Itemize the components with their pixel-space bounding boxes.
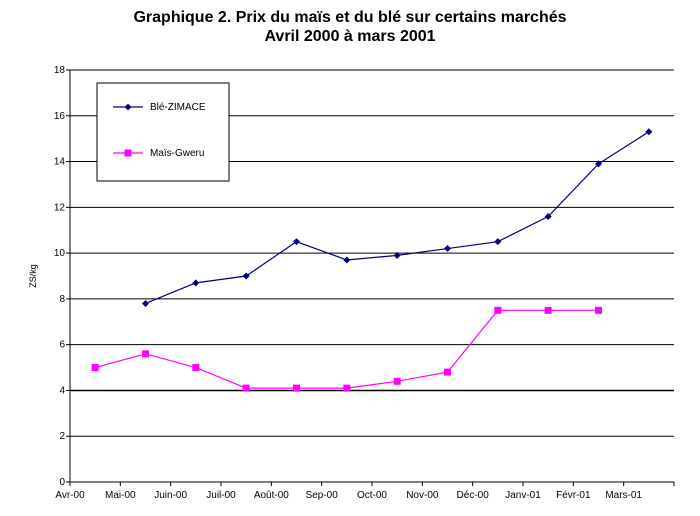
chart-subtitle: Avril 2000 à mars 2001 <box>264 28 436 45</box>
x-tick-label: Mars-01 <box>605 490 642 501</box>
y-tick-label: 16 <box>54 111 66 122</box>
data-point-ma-s-gweru <box>343 384 351 392</box>
data-point-ma-s-gweru <box>242 384 250 392</box>
data-point-bl-zimace <box>544 212 552 220</box>
data-point-ma-s-gweru <box>293 384 300 392</box>
legend-label-bl-zimace: Blé-ZIMACE <box>150 102 206 113</box>
chart-title-block: Graphique 2. Prix du maïs et du blé sur … <box>0 8 700 46</box>
data-point-ma-s-gweru <box>393 377 401 385</box>
x-tick-label: Avr-00 <box>55 490 85 501</box>
legend-label-ma-s-gweru: Maïs-Gweru <box>150 148 204 159</box>
series-line-ma-s-gweru <box>95 309 599 389</box>
y-tick-label: 4 <box>59 385 65 396</box>
data-point-ma-s-gweru <box>142 350 149 358</box>
data-point-ma-s-gweru <box>444 368 451 376</box>
x-tick-label: Juil-00 <box>206 490 236 501</box>
data-point-bl-zimace <box>645 128 653 136</box>
data-point-bl-zimace <box>142 299 149 307</box>
data-point-bl-zimace <box>192 279 200 287</box>
y-tick-label: 18 <box>54 65 66 76</box>
data-point-bl-zimace <box>343 256 351 264</box>
data-point-bl-zimace <box>595 160 602 168</box>
y-tick-label: 12 <box>54 202 66 213</box>
y-tick-label: 10 <box>54 248 66 259</box>
data-point-ma-s-gweru <box>91 364 99 372</box>
data-point-bl-zimace <box>293 238 300 246</box>
y-tick-label: 8 <box>59 294 65 305</box>
legend-box <box>96 82 230 182</box>
y-tick-label: 2 <box>59 431 65 442</box>
y-tick-label: 14 <box>54 157 66 168</box>
gridlines <box>70 69 674 437</box>
legend-marker-bl-zimace <box>124 103 132 111</box>
y-tick-label: 6 <box>59 340 65 351</box>
x-tick-label: Févr-01 <box>556 490 591 501</box>
chart-title: Graphique 2. Prix du maïs et du blé sur … <box>133 9 567 26</box>
x-tick-label: Sep-00 <box>306 490 339 501</box>
series-plot <box>91 128 653 392</box>
x-tick-label: Déc-00 <box>457 490 490 501</box>
y-axis-label: ZS/kg <box>28 264 38 288</box>
x-tick-label: Janv-01 <box>505 490 541 501</box>
data-point-bl-zimace <box>393 251 401 259</box>
x-tick-label: Oct-00 <box>357 490 387 501</box>
x-tick-label: Juin-00 <box>154 490 187 501</box>
data-point-bl-zimace <box>494 238 502 246</box>
data-point-ma-s-gweru <box>192 364 200 372</box>
x-tick-label: Mai-00 <box>105 490 136 501</box>
data-point-ma-s-gweru <box>494 306 502 314</box>
data-point-bl-zimace <box>242 272 250 280</box>
legend-marker-ma-s-gweru <box>124 149 132 157</box>
legend: Blé-ZIMACE Maïs-Gweru <box>96 82 230 182</box>
data-point-ma-s-gweru <box>595 306 602 314</box>
data-point-ma-s-gweru <box>544 306 552 314</box>
x-tick-label: Août-00 <box>254 490 289 501</box>
data-point-bl-zimace <box>444 245 451 253</box>
y-tick-label: 0 <box>59 477 65 488</box>
axes: 0 2 4 6 8 10 12 14 16 18 Avr-00 Mai-00 Juin-00 Juil-0… <box>54 65 675 501</box>
x-tick-label: Nov-00 <box>406 490 439 501</box>
